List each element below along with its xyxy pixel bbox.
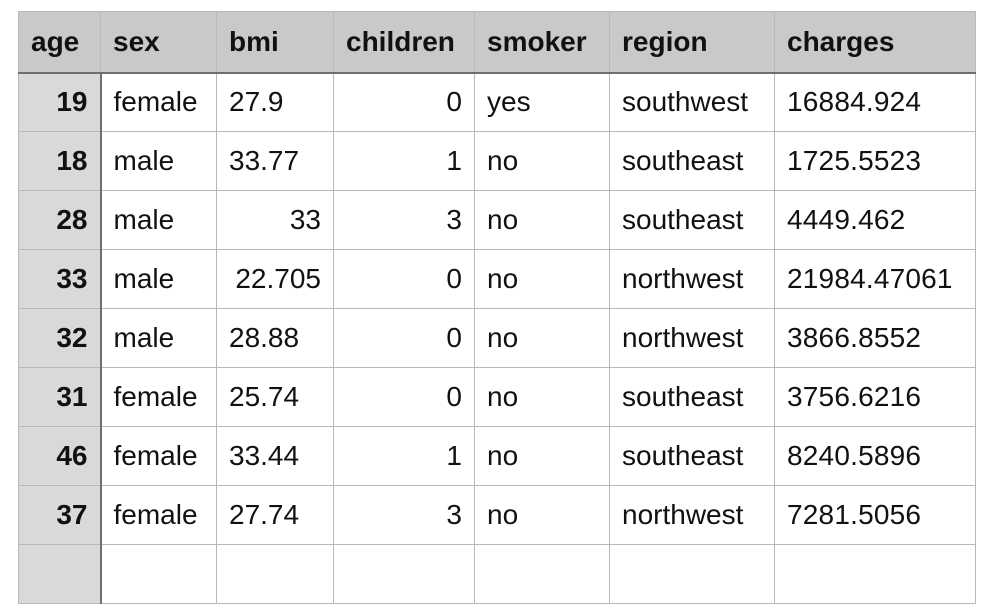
cell-empty[interactable] [774, 544, 976, 604]
cell-children[interactable]: 1 [333, 131, 475, 191]
cell-age[interactable]: 37 [18, 485, 102, 545]
cell-charges[interactable]: 21984.47061 [774, 249, 976, 309]
cell-sex[interactable]: male [100, 131, 217, 191]
table-row: 37 female 27.74 3 no northwest 7281.5056 [18, 485, 976, 545]
table-row: 46 female 33.44 1 no southeast 8240.5896 [18, 426, 976, 486]
cell-age[interactable]: 32 [18, 308, 102, 368]
cell-sex[interactable]: female [100, 367, 217, 427]
cell-charges[interactable]: 3866.8552 [774, 308, 976, 368]
cell-region[interactable]: southeast [609, 131, 775, 191]
cell-bmi[interactable]: 28.88 [216, 308, 334, 368]
cell-charges[interactable]: 16884.924 [774, 72, 976, 132]
cell-children[interactable]: 1 [333, 426, 475, 486]
cell-empty[interactable] [609, 544, 775, 604]
cell-age[interactable]: 28 [18, 190, 102, 250]
cell-sex[interactable]: male [100, 308, 217, 368]
spreadsheet-table: age sex bmi children smoker region charg… [18, 11, 976, 604]
table-header: age sex bmi children smoker region charg… [18, 11, 976, 74]
cell-charges[interactable]: 4449.462 [774, 190, 976, 250]
cell-region[interactable]: southeast [609, 190, 775, 250]
cell-children[interactable]: 0 [333, 249, 475, 309]
cell-smoker[interactable]: no [474, 190, 610, 250]
cell-bmi[interactable]: 22.705 [216, 249, 334, 309]
cell-children[interactable]: 0 [333, 72, 475, 132]
header-row: age sex bmi children smoker region charg… [18, 11, 976, 74]
cell-charges[interactable]: 3756.6216 [774, 367, 976, 427]
cell-charges[interactable]: 8240.5896 [774, 426, 976, 486]
table-row: 19 female 27.9 0 yes southwest 16884.924 [18, 72, 976, 132]
cell-age[interactable]: 33 [18, 249, 102, 309]
table-row: 31 female 25.74 0 no southeast 3756.6216 [18, 367, 976, 427]
header-region[interactable]: region [609, 11, 775, 74]
cell-smoker[interactable]: no [474, 485, 610, 545]
cell-bmi[interactable]: 25.74 [216, 367, 334, 427]
header-bmi[interactable]: bmi [216, 11, 334, 74]
header-sex[interactable]: sex [100, 11, 217, 74]
cell-age-empty[interactable] [18, 544, 102, 604]
cell-bmi[interactable]: 27.9 [216, 72, 334, 132]
table-row-partial [18, 544, 976, 604]
table-row: 18 male 33.77 1 no southeast 1725.5523 [18, 131, 976, 191]
cell-bmi[interactable]: 33.77 [216, 131, 334, 191]
cell-bmi[interactable]: 33 [216, 190, 334, 250]
cell-region[interactable]: northwest [609, 308, 775, 368]
cell-sex[interactable]: male [100, 249, 217, 309]
cell-empty[interactable] [100, 544, 217, 604]
header-smoker[interactable]: smoker [474, 11, 610, 74]
header-charges[interactable]: charges [774, 11, 976, 74]
cell-region[interactable]: northwest [609, 485, 775, 545]
cell-empty[interactable] [333, 544, 475, 604]
table-row: 33 male 22.705 0 no northwest 21984.4706… [18, 249, 976, 309]
cell-children[interactable]: 3 [333, 485, 475, 545]
cell-age[interactable]: 46 [18, 426, 102, 486]
header-children[interactable]: children [333, 11, 475, 74]
cell-smoker[interactable]: no [474, 131, 610, 191]
table-body: 19 female 27.9 0 yes southwest 16884.924… [18, 72, 976, 604]
cell-region[interactable]: southeast [609, 367, 775, 427]
cell-region[interactable]: southeast [609, 426, 775, 486]
cell-smoker[interactable]: no [474, 308, 610, 368]
cell-children[interactable]: 3 [333, 190, 475, 250]
cell-sex[interactable]: female [100, 426, 217, 486]
cell-age[interactable]: 31 [18, 367, 102, 427]
cell-sex[interactable]: female [100, 485, 217, 545]
cell-bmi[interactable]: 27.74 [216, 485, 334, 545]
cell-region[interactable]: northwest [609, 249, 775, 309]
cell-smoker[interactable]: no [474, 426, 610, 486]
cell-children[interactable]: 0 [333, 308, 475, 368]
cell-empty[interactable] [474, 544, 610, 604]
cell-charges[interactable]: 1725.5523 [774, 131, 976, 191]
table-row: 28 male 33 3 no southeast 4449.462 [18, 190, 976, 250]
cell-sex[interactable]: male [100, 190, 217, 250]
cell-sex[interactable]: female [100, 72, 217, 132]
header-age[interactable]: age [18, 11, 101, 74]
cell-charges[interactable]: 7281.5056 [774, 485, 976, 545]
cell-age[interactable]: 19 [18, 72, 102, 132]
table-row: 32 male 28.88 0 no northwest 3866.8552 [18, 308, 976, 368]
cell-smoker[interactable]: no [474, 367, 610, 427]
cell-children[interactable]: 0 [333, 367, 475, 427]
cell-bmi[interactable]: 33.44 [216, 426, 334, 486]
cell-smoker[interactable]: no [474, 249, 610, 309]
cell-smoker[interactable]: yes [474, 72, 610, 132]
cell-age[interactable]: 18 [18, 131, 102, 191]
cell-region[interactable]: southwest [609, 72, 775, 132]
cell-empty[interactable] [216, 544, 334, 604]
